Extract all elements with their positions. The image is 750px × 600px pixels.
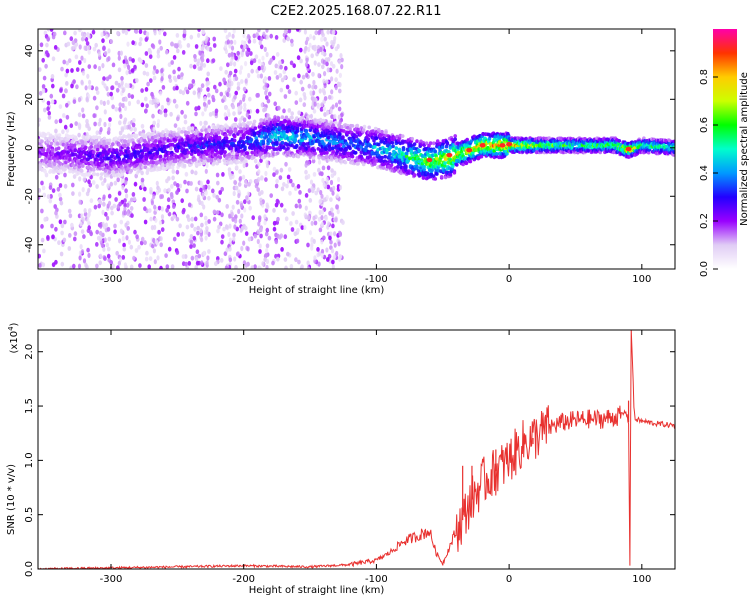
colorbar-tick-label: 0.0	[699, 261, 710, 277]
colorbar-tick-label: 0.6	[699, 117, 710, 133]
colorbar: 0.0 0.2 0.4 0.6 0.8 Normalized spectral ampli…	[699, 29, 750, 277]
x-tick-label: 100	[632, 574, 651, 585]
x-tick-label: -100	[365, 574, 388, 585]
x-tick-label: -300	[100, 574, 123, 585]
y-tick-label: 0.0	[24, 561, 35, 577]
colorbar-label: Normalized spectral amplitude	[739, 72, 750, 226]
y-multiplier-base: (x10	[9, 331, 20, 354]
spectrogram-frame	[37, 28, 676, 270]
x-axis-label: Height of straight line (km)	[249, 285, 385, 296]
y-axis-label: Frequency (Hz)	[6, 111, 17, 187]
y-tick-label: 0	[24, 145, 35, 151]
snr-panel: -300 -200 -100 0 100 0.0 0.5 1.0 1.5 2.0 Height of…	[6, 322, 676, 596]
figure-title: C2E2.2025.168.07.22.R11	[270, 4, 441, 19]
colorbar-tick-label: 0.4	[699, 165, 710, 181]
y-multiplier-close: )	[9, 322, 20, 326]
x-tick-label: -200	[232, 274, 255, 285]
y-multiplier-exponent: 4	[7, 326, 15, 331]
x-tick-label: 0	[506, 274, 512, 285]
x-tick-label: -100	[365, 274, 388, 285]
y-axis-label: SNR (10 * v/v)	[6, 464, 17, 535]
x-tick-label: 0	[506, 574, 512, 585]
x-axis-label: Height of straight line (km)	[249, 585, 385, 596]
x-tick-label: -200	[232, 574, 255, 585]
y-tick-label: 40	[24, 44, 35, 57]
y-multiplier-label: (x104)	[7, 322, 20, 353]
y-tick-label: -40	[24, 237, 35, 253]
y-tick-label: 20	[24, 93, 35, 106]
colorbar-tick-label: 0.8	[699, 69, 710, 85]
snr-frame	[37, 329, 676, 570]
snr-line	[38, 330, 675, 569]
y-tick-label: 1.0	[24, 452, 35, 468]
spectrogram-image	[38, 29, 675, 269]
colorbar-gradient	[713, 29, 737, 269]
y-tick-label: 1.5	[24, 398, 35, 414]
colorbar-tick-label: 0.2	[699, 213, 710, 229]
y-tick-label: 0.5	[24, 507, 35, 523]
x-tick-label: 100	[632, 274, 651, 285]
y-tick-label: 2.0	[24, 344, 35, 360]
x-tick-label: -300	[100, 274, 123, 285]
y-tick-label: -20	[24, 188, 35, 204]
